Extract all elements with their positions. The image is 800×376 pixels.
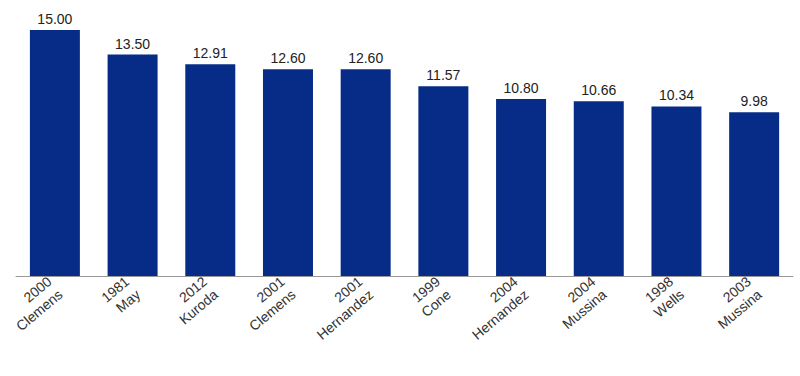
svg-text:Clemens: Clemens [13,286,66,334]
svg-text:2001: 2001 [331,273,366,306]
svg-text:12.60: 12.60 [348,50,383,66]
svg-text:12.91: 12.91 [193,45,228,61]
svg-text:15.00: 15.00 [37,11,72,27]
svg-text:Cone: Cone [418,286,454,320]
svg-text:2012: 2012 [175,273,210,306]
svg-text:2003: 2003 [719,273,754,306]
svg-text:10.66: 10.66 [581,82,616,98]
svg-text:12.60: 12.60 [270,50,305,66]
svg-text:11.57: 11.57 [426,67,460,83]
svg-text:1999: 1999 [408,273,443,306]
svg-text:2001: 2001 [253,273,288,306]
svg-text:Clemens: Clemens [246,286,299,334]
svg-text:Kuroda: Kuroda [176,286,221,327]
svg-text:2004: 2004 [486,273,521,306]
svg-text:Hernandez: Hernandez [314,286,377,342]
svg-text:1998: 1998 [642,273,677,306]
svg-text:Mussina: Mussina [715,286,765,332]
svg-text:9.98: 9.98 [741,93,768,109]
svg-text:10.34: 10.34 [659,87,694,103]
svg-text:Hernandez: Hernandez [469,286,532,342]
svg-text:Wells: Wells [651,286,687,320]
svg-text:10.80: 10.80 [504,80,539,96]
svg-text:May: May [113,286,144,315]
svg-text:1981: 1981 [98,273,133,306]
svg-text:2004: 2004 [564,273,599,306]
svg-text:2000: 2000 [20,273,55,306]
svg-text:Mussina: Mussina [559,286,609,332]
svg-text:13.50: 13.50 [115,36,150,52]
